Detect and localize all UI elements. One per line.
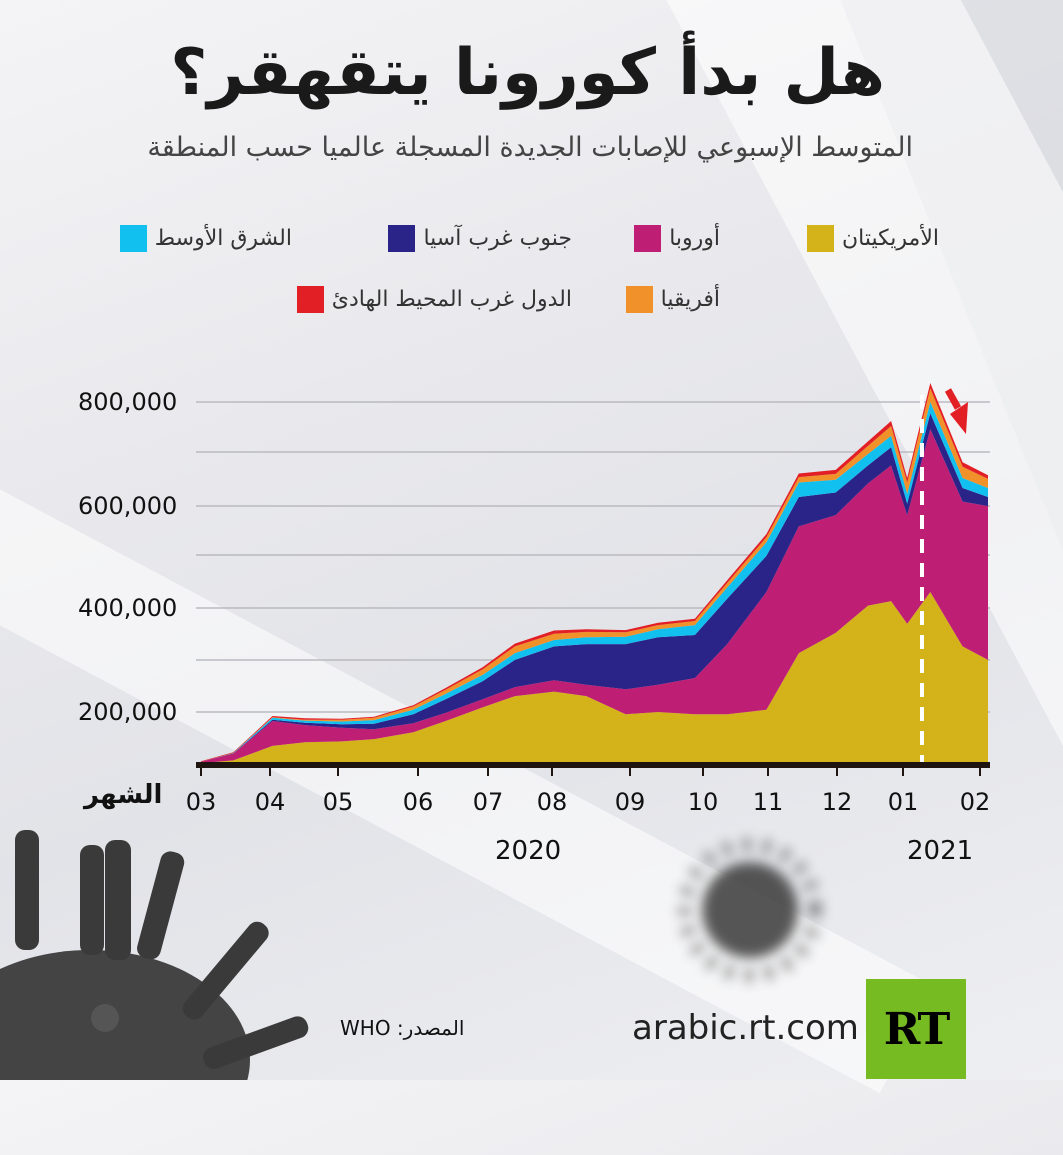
- legend-item-americas: الأمريكيتان: [807, 225, 939, 252]
- stacked-areas: [201, 383, 988, 764]
- virus-illustration-icon: [0, 830, 309, 1080]
- x-tick-label: 05: [322, 788, 354, 816]
- source-label: المصدر: WHO: [340, 1016, 465, 1040]
- area-series: [201, 429, 988, 764]
- rt-logo-text: RT: [883, 1003, 951, 1055]
- legend-item-middle-east: الشرق الأوسط: [119, 225, 292, 252]
- legend-swatch: [807, 225, 834, 252]
- legend-swatch: [296, 286, 324, 313]
- legend-label: الدول غرب المحيط الهادئ: [331, 287, 572, 312]
- x-tick-label: 07: [472, 788, 504, 816]
- website-link[interactable]: arabic.rt.com: [632, 1008, 859, 1048]
- x-tick-label: 10: [687, 788, 719, 816]
- legend-label: أفريقيا: [660, 287, 720, 312]
- x-tick-label: 02: [959, 788, 991, 816]
- area-series: [201, 592, 988, 764]
- x-axis-label: الشهر: [84, 780, 163, 810]
- legend-swatch: [119, 225, 147, 252]
- legend-swatch: [388, 225, 416, 252]
- page-title: هل بدأ كورونا يتقهقر؟: [170, 36, 886, 110]
- blurred-virus-icon: [678, 838, 822, 982]
- legend-item-europe: أوروبا: [634, 225, 720, 252]
- y-tick-label: 200,000: [78, 698, 178, 726]
- x-tick-label: 06: [402, 788, 434, 816]
- x-tick-label: 09: [614, 788, 646, 816]
- legend-label: الأمريكيتان: [842, 226, 939, 251]
- legend-item-africa: أفريقيا: [625, 286, 720, 313]
- x-axis-line: [196, 762, 990, 768]
- x-tick-label: 01: [887, 788, 919, 816]
- legend-item-western-pacific: الدول غرب المحيط الهادئ: [296, 286, 572, 313]
- x-tick-label: 04: [254, 788, 286, 816]
- page-subtitle: المتوسط الإسبوعي للإصابات الجديدة المسجل…: [147, 132, 913, 163]
- year-label-2020: 2020: [495, 836, 562, 866]
- x-tick-label: 08: [536, 788, 568, 816]
- legend-item-southeast-asia: جنوب غرب آسيا: [388, 225, 572, 252]
- legend-label: الشرق الأوسط: [154, 226, 292, 251]
- y-tick-label: 800,000: [78, 388, 178, 416]
- legend-swatch: [625, 286, 653, 313]
- legend-swatch: [634, 225, 662, 252]
- rt-logo: RT: [866, 979, 966, 1079]
- x-tick-label: 12: [821, 788, 853, 816]
- legend-label: أوروبا: [669, 226, 720, 251]
- y-tick-label: 600,000: [78, 492, 178, 520]
- x-tick-label: 03: [185, 788, 217, 816]
- x-tick-marks: [200, 766, 981, 776]
- legend-label: جنوب غرب آسيا: [423, 226, 572, 251]
- x-tick-label: 11: [752, 788, 784, 816]
- year-label-2021: 2021: [907, 836, 974, 866]
- chart-area: [0, 383, 990, 1080]
- y-tick-label: 400,000: [78, 594, 178, 622]
- downtrend-arrow-icon: [944, 388, 968, 434]
